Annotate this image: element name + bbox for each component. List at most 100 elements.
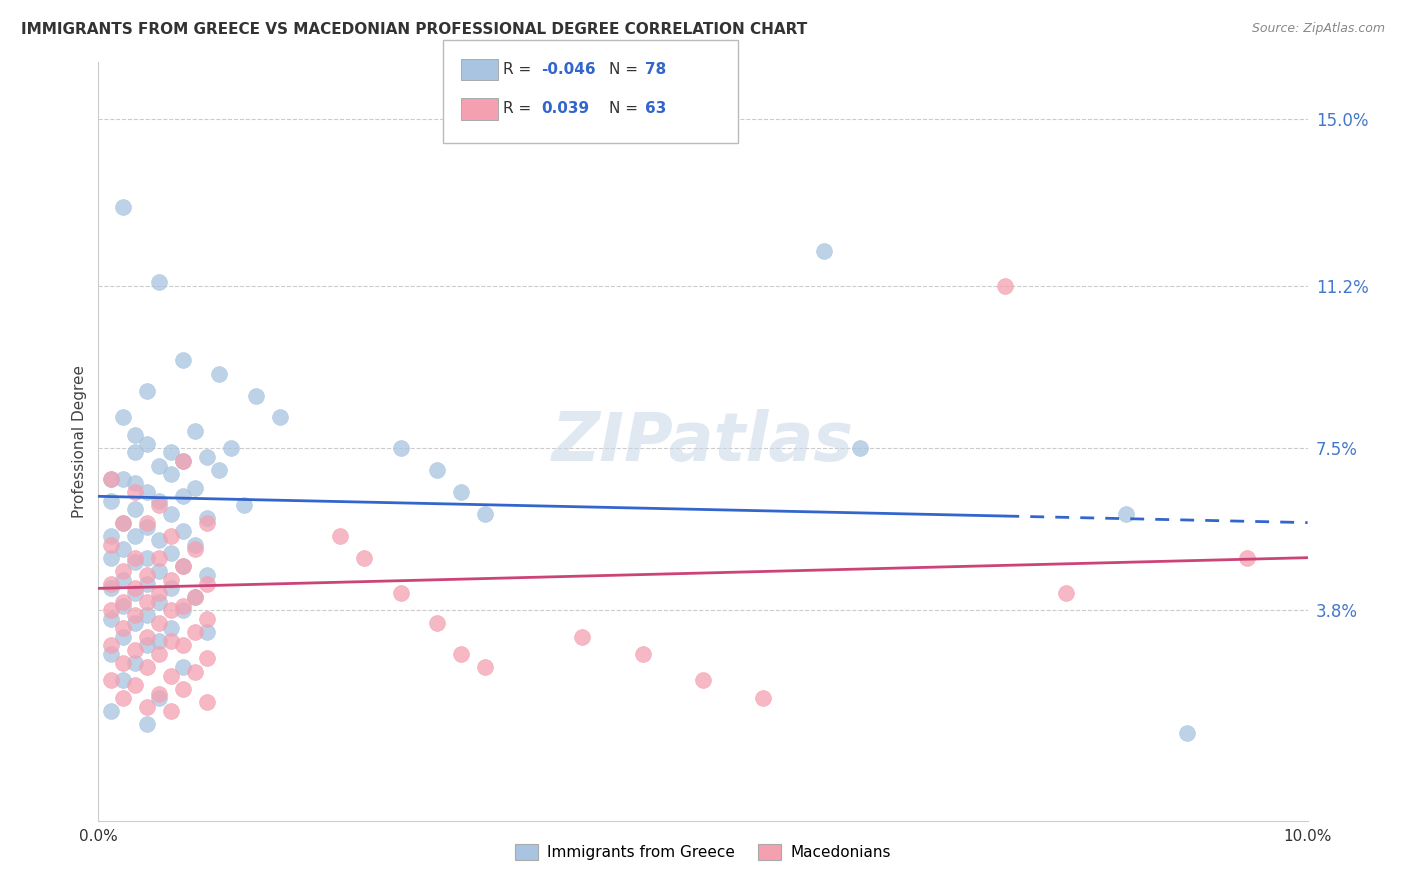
Point [111,594,134,608]
Point [135,660,157,674]
Point [148,493,170,508]
Point [124,656,146,670]
Point [184,537,207,551]
Point [160,529,183,543]
Point [426,463,449,477]
Y-axis label: Professional Degree: Professional Degree [72,365,87,518]
Text: R =: R = [503,102,541,116]
Point [389,586,412,600]
Point [124,607,146,622]
Point [100,493,122,508]
Legend: Immigrants from Greece, Macedonians: Immigrants from Greece, Macedonians [509,838,897,866]
Point [124,616,146,631]
Point [172,660,194,674]
Point [148,634,170,648]
Point [474,660,496,674]
Point [172,524,194,539]
Point [135,436,157,450]
Point [195,612,218,626]
Point [124,582,146,596]
Point [994,279,1017,293]
Point [135,520,157,534]
Point [111,690,134,705]
Point [160,634,183,648]
Point [232,498,254,512]
Point [124,502,146,516]
Point [692,673,714,688]
Point [111,472,134,486]
Text: Source: ZipAtlas.com: Source: ZipAtlas.com [1251,22,1385,36]
Point [100,577,122,591]
Point [135,516,157,530]
Point [195,577,218,591]
Point [1175,726,1198,740]
Point [195,511,218,525]
Point [160,603,183,617]
Point [849,441,872,455]
Point [124,529,146,543]
Point [111,564,134,578]
Point [111,573,134,587]
Point [148,564,170,578]
Point [111,630,134,644]
Point [1115,507,1137,521]
Point [148,533,170,548]
Point [184,625,207,640]
Point [172,599,194,613]
Point [111,541,134,556]
Point [111,673,134,688]
Point [135,717,157,731]
Point [329,529,352,543]
Point [160,507,183,521]
Point [184,424,207,438]
Point [100,638,122,652]
Point [135,577,157,591]
Point [100,472,122,486]
Point [631,647,654,661]
Point [195,568,218,582]
Point [195,516,218,530]
Point [148,498,170,512]
Point [208,367,231,381]
Point [208,463,231,477]
Text: N =: N = [609,102,643,116]
Point [184,590,207,604]
Point [172,454,194,468]
Point [111,516,134,530]
Point [111,516,134,530]
Point [148,550,170,565]
Text: 0.039: 0.039 [541,102,589,116]
Point [426,616,449,631]
Point [100,472,122,486]
Point [1236,550,1258,565]
Point [160,467,183,482]
Point [100,582,122,596]
Point [124,485,146,500]
Point [135,630,157,644]
Point [160,621,183,635]
Point [184,665,207,679]
Point [269,410,291,425]
Point [135,568,157,582]
Point [135,699,157,714]
Point [148,690,170,705]
Point [124,428,146,442]
Point [135,550,157,565]
Point [172,489,194,503]
Point [172,559,194,574]
Point [752,690,775,705]
Point [172,638,194,652]
Point [160,704,183,718]
Text: -0.046: -0.046 [541,62,596,77]
Point [353,550,375,565]
Point [195,625,218,640]
Point [172,682,194,697]
Point [172,559,194,574]
Point [124,445,146,459]
Point [195,450,218,464]
Point [135,485,157,500]
Point [450,485,472,500]
Point [100,673,122,688]
Point [111,656,134,670]
Text: 63: 63 [645,102,666,116]
